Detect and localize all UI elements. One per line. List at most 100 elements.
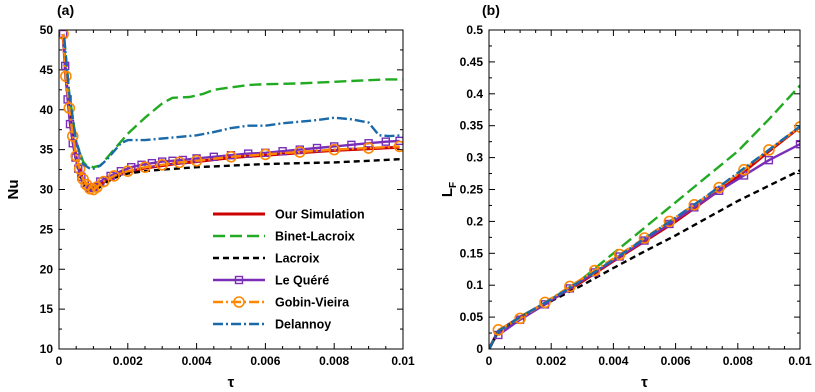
y-tick-label: 35: [40, 143, 54, 157]
series-point: [168, 156, 177, 165]
y-tick-label: 50: [40, 23, 54, 37]
x-axis-title: τ: [228, 374, 235, 391]
legend-item: Our Simulation: [213, 208, 365, 222]
plot-frame: [58, 29, 404, 350]
series-line: [61, 33, 400, 193]
x-tick-label: 0.004: [598, 354, 628, 368]
series-point: [70, 150, 82, 162]
panel-b: (b) 0 0.002 0.004 0.006 0.008 0.01 0 0.05 0.1 0.15…: [439, 2, 812, 391]
series-point: [63, 102, 76, 114]
legend-item: Gobin-Vieira: [213, 296, 350, 310]
series-point: [763, 144, 775, 156]
series-point: [259, 148, 272, 161]
series-point: [137, 160, 146, 169]
series-group: [59, 30, 403, 196]
x-tick-label: 0.004: [182, 354, 212, 368]
series-point: [794, 121, 800, 133]
y-tick-label: 25: [40, 222, 54, 236]
y-tick-label: 0.15: [460, 246, 484, 260]
panel-label: (a): [57, 2, 74, 18]
legend-label: Delannoy: [275, 318, 331, 332]
y-tick-label: 30: [40, 183, 54, 197]
series-point: [139, 161, 151, 173]
series-group: [489, 84, 800, 349]
y-tick-label: 20: [40, 262, 54, 276]
y-tick-label: 0.05: [460, 310, 484, 324]
series-point: [60, 61, 70, 71]
y-tick-label: 0.35: [460, 119, 484, 133]
series-point: [347, 140, 356, 150]
series-point: [73, 162, 86, 175]
series-point: [190, 154, 203, 167]
series-point: [738, 163, 750, 176]
panel-label: (b): [482, 2, 500, 18]
x-tick-label: 0.002: [113, 354, 143, 368]
legend-label: Le Quéré: [275, 274, 329, 288]
y-tick-label: 0: [476, 342, 483, 356]
series-point: [764, 155, 774, 165]
panel-a: (a) 0 0.002 0.004 0.006 0.008 0.01 10 15 20 25 30 35…: [5, 2, 415, 391]
series-point: [663, 215, 676, 228]
series-point: [60, 70, 72, 83]
series-line: [63, 37, 403, 169]
y-tick-label: 40: [40, 103, 54, 117]
series-point: [293, 146, 306, 158]
series-point: [514, 312, 526, 325]
series-line: [497, 126, 800, 331]
x-tick-label: 0: [486, 354, 493, 368]
x-tick-label: 0.002: [536, 354, 566, 368]
series-point: [225, 151, 237, 163]
series-point: [364, 139, 373, 148]
series-point: [68, 139, 77, 148]
series-point: [795, 140, 800, 149]
series-point: [209, 152, 219, 162]
series-point: [613, 248, 626, 261]
series-point: [381, 137, 390, 146]
legend-item: Delannoy: [213, 318, 331, 332]
x-axis-title: τ: [641, 374, 648, 391]
legend-marker: [233, 296, 245, 308]
series-point: [362, 142, 375, 154]
series-point: [178, 155, 188, 165]
legend-label: Our Simulation: [275, 208, 365, 222]
series-point: [91, 181, 103, 193]
legend-label: Lacroix: [275, 252, 320, 266]
y-tick-label: 0.25: [460, 183, 484, 197]
y-tick-label: 0.45: [460, 55, 484, 69]
y-axis-title: LF: [439, 182, 459, 197]
series-point: [243, 149, 253, 158]
series-point: [66, 130, 79, 142]
series-point: [564, 280, 576, 293]
y-tick-label: 45: [40, 63, 54, 77]
series-line: [61, 33, 400, 192]
series-line: [489, 125, 800, 349]
series-point: [393, 140, 403, 153]
x-tick-label: 0: [56, 354, 63, 368]
series-point: [156, 158, 168, 171]
series-point: [739, 171, 749, 180]
series-point: [328, 143, 341, 156]
legend: Our Simulation Binet-Lacroix Lacroix Le Qué…: [213, 208, 365, 332]
y-tick-label: 0.5: [466, 23, 483, 37]
y-axis-title: Nu: [5, 180, 22, 200]
x-tick-label: 0.006: [661, 354, 691, 368]
x-tick-label: 0.01: [391, 354, 415, 368]
legend-label: Gobin-Vieira: [275, 296, 350, 310]
x-tick-label: 0.006: [250, 354, 280, 368]
series-point: [713, 181, 725, 194]
plot-frame: [488, 29, 801, 350]
legend-item: Le Quéré: [213, 274, 329, 288]
series-point: [688, 199, 701, 211]
y-tick-label: 0.3: [466, 151, 483, 165]
series-line: [489, 169, 800, 349]
series-point: [97, 175, 110, 188]
series-line: [63, 37, 403, 171]
series-point: [122, 165, 134, 177]
series-point: [638, 232, 651, 244]
legend-item: Binet-Lacroix: [213, 230, 355, 244]
x-tick-label: 0.008: [723, 354, 753, 368]
y-tick-label: 0.4: [466, 87, 483, 101]
y-tick-label: 15: [40, 302, 54, 316]
series-point: [173, 156, 186, 169]
